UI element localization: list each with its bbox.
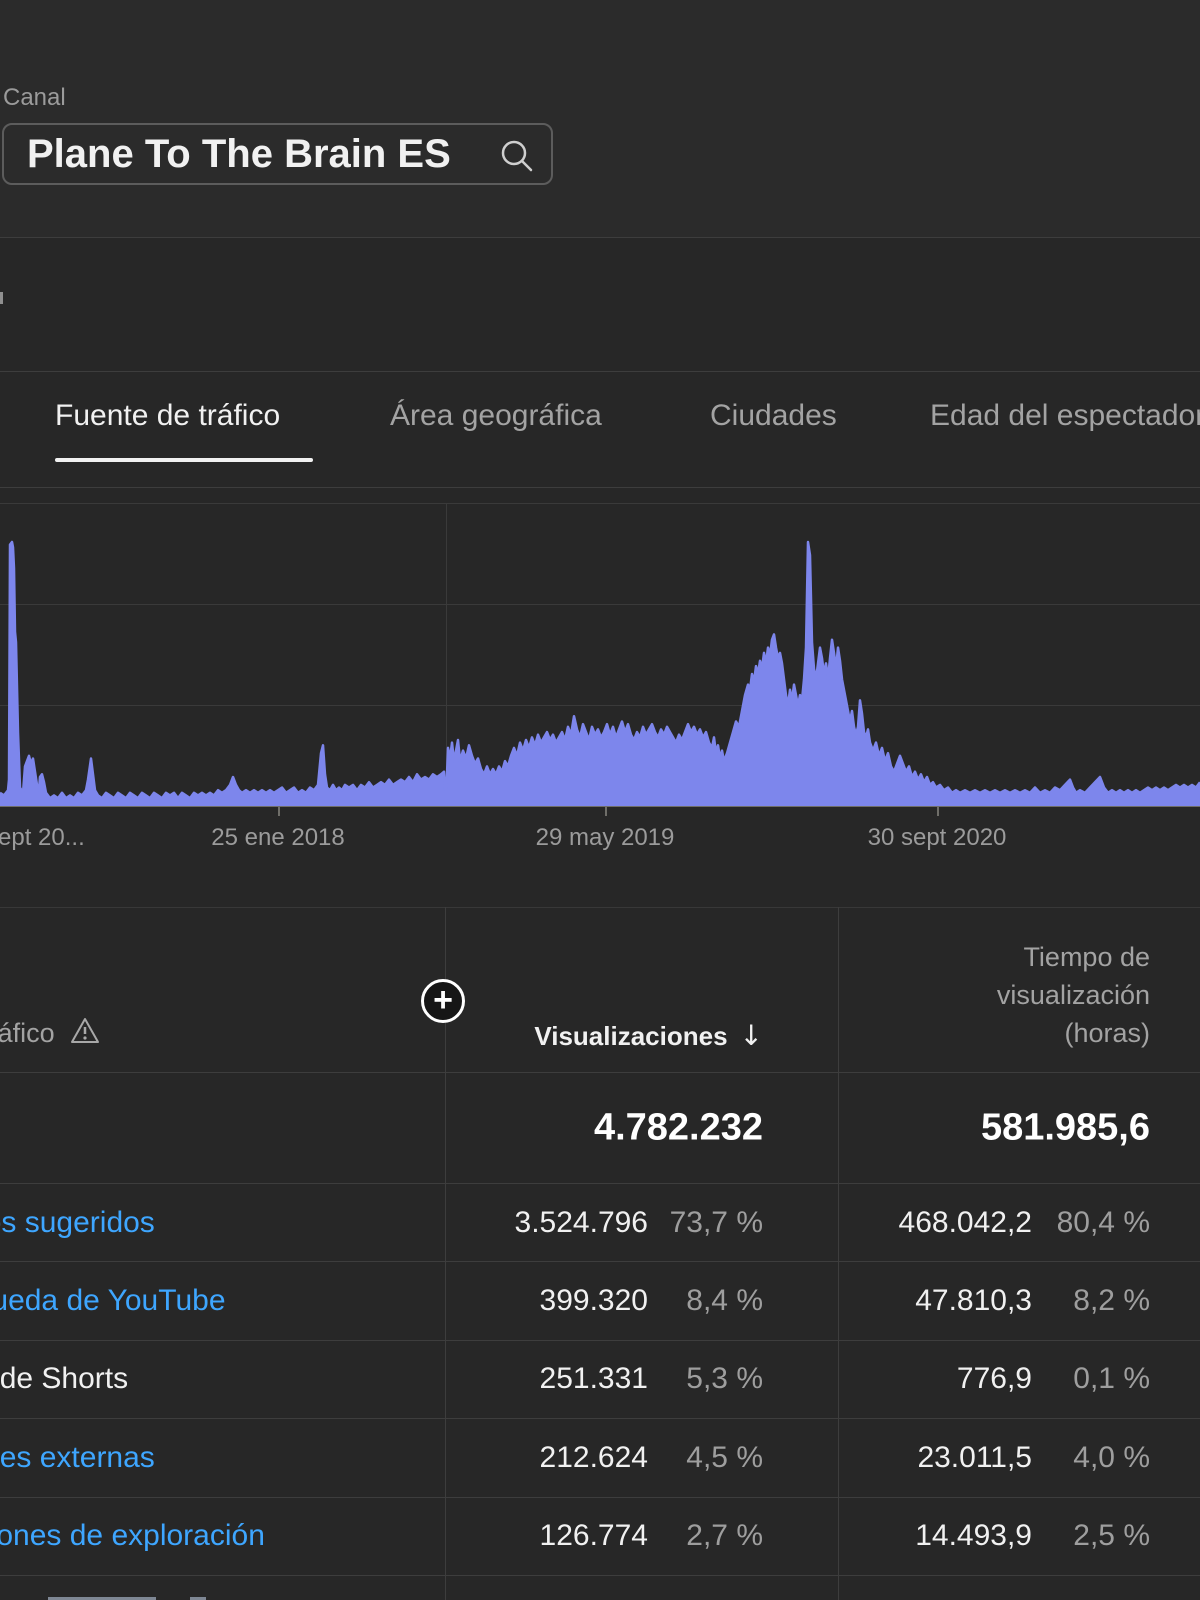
views-cell: 126.774 2,7 % bbox=[540, 1519, 763, 1553]
column-header-traffic-source[interactable]: Fuente de tráfico bbox=[0, 1016, 101, 1052]
views-percent: 2,7 % bbox=[686, 1519, 763, 1553]
traffic-line-chart[interactable] bbox=[0, 500, 1200, 812]
tabs-bottom-divider bbox=[0, 487, 1200, 488]
watch-hours-cell: 776,9 0,1 % bbox=[957, 1362, 1150, 1396]
hours-value: 468.042,2 bbox=[898, 1205, 1032, 1239]
hours-value: 47.810,3 bbox=[915, 1284, 1032, 1318]
hours-percent: 8,2 % bbox=[1073, 1284, 1150, 1318]
views-value: 212.624 bbox=[539, 1440, 648, 1474]
column-header-views[interactable]: Visualizaciones ↓ bbox=[534, 1019, 763, 1052]
hours-value: 776,9 bbox=[956, 1362, 1032, 1396]
watch-hours-cell: 14.493,9 2,5 % bbox=[915, 1519, 1150, 1553]
partial-next-row-text-sliver bbox=[190, 1597, 206, 1600]
x-axis-label: 29 may 2019 bbox=[535, 824, 675, 851]
views-cell: 3.524.796 73,7 % bbox=[515, 1206, 763, 1240]
views-percent: 8,4 % bbox=[686, 1284, 763, 1318]
plus-icon: + bbox=[433, 980, 453, 1019]
views-percent: 5,3 % bbox=[686, 1362, 763, 1396]
x-axis-tick bbox=[278, 807, 280, 816]
table-row: Fuentes externas 212.624 4,5 % 23.011,5 … bbox=[0, 1419, 1200, 1498]
partial-next-row-text-sliver bbox=[48, 1597, 156, 1600]
traffic-source-link[interactable]: Fuentes externas bbox=[0, 1440, 155, 1474]
views-cell: 251.331 5,3 % bbox=[540, 1362, 763, 1396]
add-metric-button[interactable]: + bbox=[421, 979, 465, 1023]
x-axis-tick bbox=[605, 807, 607, 816]
x-axis-label: 30 sept 2020 bbox=[867, 824, 1007, 851]
views-percent: 4,5 % bbox=[686, 1440, 763, 1474]
chart-gridline bbox=[0, 705, 1200, 706]
section-divider bbox=[0, 237, 1200, 238]
watch-hours-cell: 468.042,2 80,4 % bbox=[899, 1206, 1150, 1240]
traffic-source-link: Feed de Shorts bbox=[0, 1362, 129, 1396]
views-cell: 212.624 4,5 % bbox=[540, 1441, 763, 1475]
channel-name: Plane To The Brain ES bbox=[27, 131, 451, 176]
hours-percent: 4,0 % bbox=[1073, 1440, 1150, 1474]
tabs-top-divider bbox=[0, 371, 1200, 372]
column-header-watch-time[interactable]: Tiempo de visualización (horas) bbox=[996, 942, 1150, 1048]
table-rows: Vídeos sugeridos 3.524.796 73,7 % 468.04… bbox=[0, 1184, 1200, 1576]
watch-hours-cell: 23.011,5 4,0 % bbox=[917, 1441, 1150, 1475]
views-value: 3.524.796 bbox=[514, 1205, 648, 1239]
hours-percent: 80,4 % bbox=[1056, 1205, 1150, 1239]
views-cell: 399.320 8,4 % bbox=[540, 1284, 763, 1318]
chart-gridline bbox=[0, 604, 1200, 605]
hours-percent: 2,5 % bbox=[1073, 1519, 1150, 1553]
table-row: Funciones de exploración 126.774 2,7 % 1… bbox=[0, 1498, 1200, 1576]
column-divider bbox=[838, 907, 839, 1600]
tab-edad-espectador[interactable]: Edad del espectador bbox=[930, 399, 1200, 432]
tab-fuente-de-trafico[interactable]: Fuente de tráfico bbox=[55, 399, 281, 432]
table-total-row: 4.782.232 581.985,6 bbox=[0, 1073, 1200, 1184]
header-band bbox=[0, 0, 1200, 237]
x-axis-label-partial: sept 20... bbox=[0, 824, 85, 851]
table-top-divider bbox=[0, 907, 1200, 908]
active-tab-underline bbox=[55, 458, 313, 462]
hours-value: 14.493,9 bbox=[915, 1519, 1032, 1553]
views-value: 251.331 bbox=[539, 1362, 648, 1396]
total-watch-hours: 581.985,6 bbox=[980, 1106, 1150, 1149]
traffic-source-link[interactable]: Búsqueda de YouTube bbox=[0, 1284, 226, 1318]
chart-vertical-gridline bbox=[446, 503, 447, 806]
channel-search-box[interactable]: Plane To The Brain ES bbox=[2, 123, 553, 185]
hours-percent: 0,1 % bbox=[1073, 1362, 1150, 1396]
chart-gridline bbox=[0, 503, 1200, 504]
table-row: Feed de Shorts 251.331 5,3 % 776,9 0,1 % bbox=[0, 1341, 1200, 1420]
warning-icon[interactable] bbox=[69, 1018, 101, 1051]
table-row: Búsqueda de YouTube 399.320 8,4 % 47.810… bbox=[0, 1262, 1200, 1341]
table-header-row: Fuente de tráfico Visualizaciones↓ Tiemp… bbox=[0, 907, 1200, 1073]
search-icon[interactable] bbox=[499, 138, 535, 179]
views-percent: 73,7 % bbox=[669, 1205, 763, 1239]
tab-area-geografica[interactable]: Área geográfica bbox=[390, 399, 602, 432]
hours-value: 23.011,5 bbox=[917, 1440, 1032, 1474]
sort-desc-icon: ↓ bbox=[739, 1019, 763, 1052]
table-row: Vídeos sugeridos 3.524.796 73,7 % 468.04… bbox=[0, 1184, 1200, 1263]
column-divider bbox=[445, 907, 446, 1600]
total-views: 4.782.232 bbox=[593, 1106, 763, 1149]
x-axis-tick bbox=[937, 807, 939, 816]
views-value: 399.320 bbox=[539, 1284, 648, 1318]
tab-ciudades[interactable]: Ciudades bbox=[710, 399, 837, 432]
cropped-element-sliver bbox=[0, 292, 3, 304]
traffic-source-link[interactable]: Vídeos sugeridos bbox=[0, 1205, 155, 1239]
views-value: 126.774 bbox=[539, 1519, 648, 1553]
x-axis-label: 25 ene 2018 bbox=[211, 824, 345, 851]
traffic-source-link[interactable]: Funciones de exploración bbox=[0, 1519, 265, 1553]
watch-hours-cell: 47.810,3 8,2 % bbox=[915, 1284, 1150, 1318]
channel-picker-label: Canal bbox=[3, 84, 66, 111]
